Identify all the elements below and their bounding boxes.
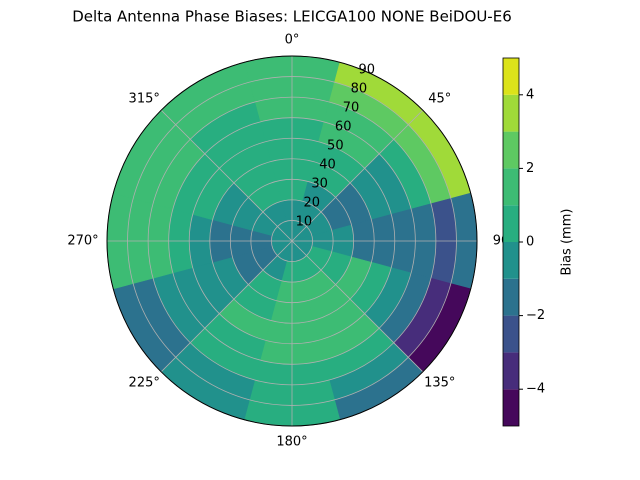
theta-tick-label: 270° <box>67 234 98 249</box>
colorbar-band <box>503 58 519 95</box>
r-tick-label: 50 <box>327 139 344 154</box>
colorbar-band <box>503 94 519 132</box>
r-tick-label: 60 <box>335 120 352 135</box>
colorbar-band <box>503 131 519 169</box>
colorbar-band <box>503 242 519 279</box>
colorbar-tick-label: 2 <box>526 161 534 176</box>
grid-spoke <box>160 240 293 373</box>
r-tick-label: 70 <box>343 101 360 116</box>
colorbar-tick-label: −4 <box>526 382 545 397</box>
theta-tick-label: 0° <box>285 33 300 48</box>
colorbar-band <box>503 168 519 206</box>
colorbar-band <box>503 278 519 316</box>
theta-tick-label: 315° <box>129 91 160 106</box>
colorbar-label: Bias (mm) <box>560 209 575 276</box>
colorbar-band <box>503 352 519 390</box>
colorbar-tick-label: 0 <box>526 235 534 250</box>
theta-tick-label: 225° <box>129 376 160 391</box>
colorbar-tick-label: −2 <box>526 308 545 323</box>
grid-spoke <box>291 109 424 242</box>
r-tick-label: 10 <box>296 215 313 230</box>
chart-title: Delta Antenna Phase Biases: LEICGA100 NO… <box>72 8 512 26</box>
r-tick-label: 80 <box>351 82 368 97</box>
r-tick-label: 20 <box>303 196 320 211</box>
grid-spoke <box>291 240 424 373</box>
colorbar-band <box>503 315 519 353</box>
r-tick-label: 40 <box>319 158 336 173</box>
polar-frame <box>106 55 478 427</box>
theta-tick-label: 45° <box>428 91 451 106</box>
grid-spoke <box>160 109 293 242</box>
colorbar-tick-label: 4 <box>526 87 534 102</box>
theta-tick-label: 180° <box>276 435 307 450</box>
colorbar-band <box>503 389 519 426</box>
r-tick-label: 90 <box>359 63 376 78</box>
r-tick-label: 30 <box>311 177 328 192</box>
colorbar-band <box>503 205 519 242</box>
theta-tick-label: 135° <box>424 376 455 391</box>
